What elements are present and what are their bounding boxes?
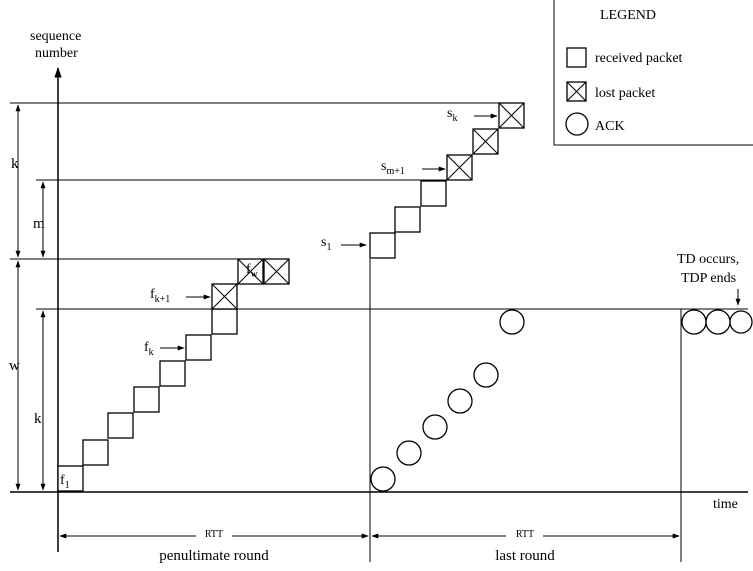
legend-title: LEGEND (600, 8, 656, 23)
received-packet (211, 308, 238, 335)
label-f1: f1 (60, 473, 70, 491)
penultimate-round-packets (57, 258, 290, 492)
label-fw: fw (246, 262, 259, 280)
ack (473, 362, 499, 388)
ack (681, 309, 707, 335)
last-round-acks (370, 309, 525, 492)
lost-packet (498, 102, 525, 129)
ack (422, 414, 448, 440)
x-axis-label: time (713, 497, 738, 512)
lost-packet (211, 283, 238, 310)
reference-lines (10, 102, 748, 310)
td-line2: TDP ends (681, 271, 736, 286)
rtt-label-1: RTT (205, 529, 223, 540)
lost-packet (237, 258, 264, 285)
penultimate-round-label: penultimate round (159, 548, 269, 564)
legend-received-icon (566, 47, 587, 68)
rtt-label-2: RTT (516, 529, 534, 540)
label-sk: sk (447, 106, 457, 124)
dim-m-label: m (33, 216, 45, 232)
received-packet (107, 412, 134, 439)
y-axis-label-line2: number (35, 46, 78, 61)
td-annotation: TD occurs, TDP ends (677, 252, 741, 306)
received-packet (185, 334, 212, 361)
legend-ack-icon (565, 112, 589, 136)
dim-w-label: w (9, 358, 20, 374)
lost-packet (446, 154, 473, 181)
lost-packet (472, 128, 499, 155)
last-round-label: last round (495, 548, 555, 564)
ack (370, 466, 396, 492)
legend: LEGEND received packet lost packet ACK (553, 0, 753, 146)
received-packet (82, 439, 109, 466)
td-acks (681, 309, 753, 335)
ack (396, 440, 422, 466)
legend-lost-label: lost packet (595, 86, 655, 101)
y-axis-label-line1: sequence (30, 29, 81, 44)
received-packet (420, 180, 447, 207)
label-sm1: sm+1 (381, 159, 405, 177)
received-packet (394, 206, 421, 233)
legend-ack-label: ACK (595, 119, 625, 134)
round-labels: RTT penultimate round RTT last round (59, 529, 680, 564)
ack (705, 309, 731, 335)
lost-packet (263, 258, 290, 285)
td-line1: TD occurs, (677, 252, 739, 267)
ack (499, 309, 525, 335)
dim-k-top-label: k (11, 156, 19, 172)
label-s1: s1 (321, 235, 331, 253)
received-packet (133, 386, 160, 413)
legend-received-label: received packet (595, 51, 683, 66)
received-packet (159, 360, 186, 387)
dimension-markers: k m w k (9, 104, 46, 491)
ack (729, 310, 753, 334)
dim-k-bottom-label: k (34, 411, 42, 427)
packet-labels: f1 fk fk+1 fw s1 sm+1 sk (60, 106, 498, 491)
legend-box (553, 0, 753, 146)
axes: sequence number time (10, 29, 748, 552)
label-fk1: fk+1 (150, 287, 170, 305)
received-packet (369, 232, 396, 259)
legend-lost-icon (566, 81, 587, 102)
label-fk: fk (144, 340, 154, 358)
received-packet (57, 465, 84, 492)
last-round-packets (369, 102, 525, 259)
ack (447, 388, 473, 414)
